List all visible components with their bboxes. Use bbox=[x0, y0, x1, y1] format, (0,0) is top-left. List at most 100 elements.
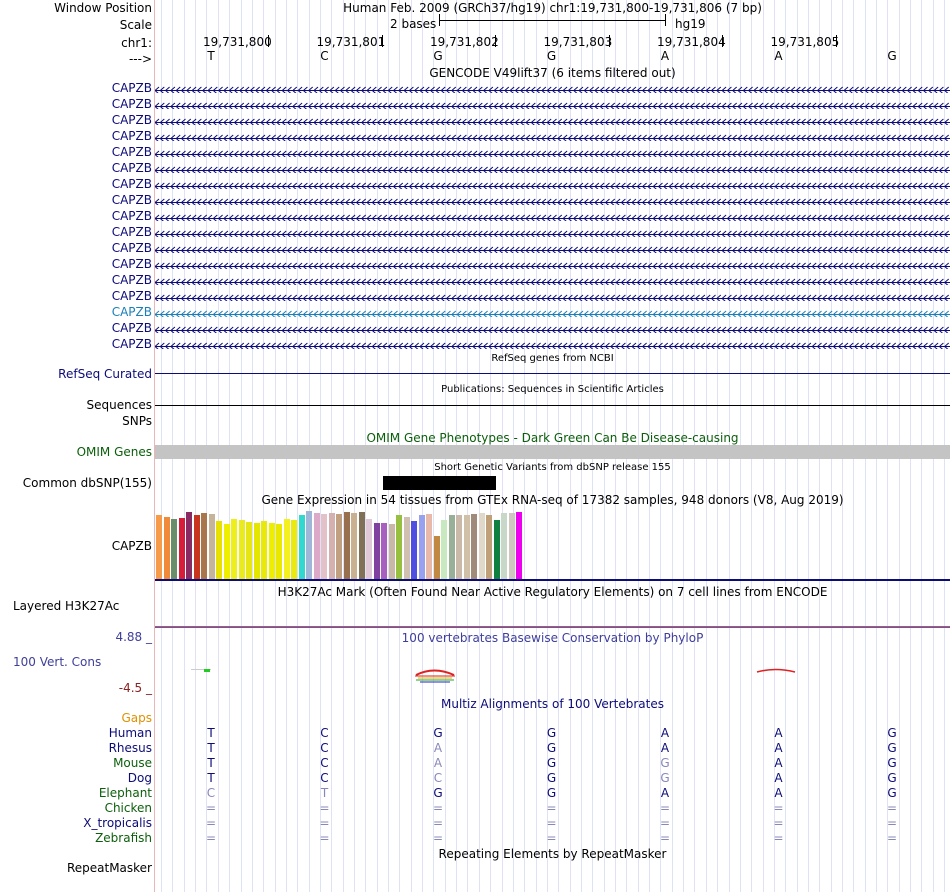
gtex-tissue-bar[interactable] bbox=[208, 514, 215, 579]
gtex-tissue-bar[interactable] bbox=[223, 524, 230, 579]
gencode-gene-label[interactable]: CAPZB bbox=[111, 81, 152, 95]
gencode-gene-line[interactable] bbox=[155, 228, 950, 237]
gtex-tissue-bar[interactable] bbox=[156, 515, 162, 579]
gtex-tissue-bar[interactable] bbox=[306, 511, 312, 579]
gtex-tissue-bar[interactable] bbox=[268, 523, 275, 579]
gencode-gene-line[interactable] bbox=[155, 100, 950, 109]
gencode-gene-line[interactable] bbox=[155, 260, 950, 269]
gtex-tissue-bar[interactable] bbox=[261, 521, 267, 579]
gencode-gene-label[interactable]: CAPZB bbox=[111, 321, 152, 335]
gencode-gene-line[interactable] bbox=[155, 308, 950, 317]
gtex-tissue-bar[interactable] bbox=[291, 520, 297, 579]
gtex-tissue-bar[interactable] bbox=[501, 513, 507, 579]
publications-line[interactable] bbox=[155, 405, 950, 406]
gtex-tissue-bar[interactable] bbox=[163, 517, 170, 579]
gtex-tissue-bar[interactable] bbox=[508, 513, 515, 579]
gtex-tissue-bar[interactable] bbox=[231, 519, 237, 579]
gtex-tissue-bar[interactable] bbox=[253, 523, 260, 579]
gencode-gene-label[interactable]: CAPZB bbox=[111, 177, 152, 191]
omim-track-label[interactable]: OMIM Genes bbox=[76, 445, 152, 459]
gtex-tissue-bar[interactable] bbox=[366, 519, 372, 579]
gtex-tissue-bar[interactable] bbox=[373, 523, 380, 579]
gtex-tissue-bar[interactable] bbox=[448, 515, 455, 579]
sequences-track-label[interactable]: Sequences bbox=[86, 398, 152, 412]
gtex-tissue-bar[interactable] bbox=[313, 513, 320, 579]
gtex-tissue-bar[interactable] bbox=[298, 515, 305, 579]
gtex-tissue-bar[interactable] bbox=[351, 513, 357, 579]
gtex-tissue-bar[interactable] bbox=[328, 513, 335, 579]
gtex-tissue-bar[interactable] bbox=[216, 521, 222, 579]
gtex-tissue-bar[interactable] bbox=[456, 515, 462, 579]
repeatmasker-track-label[interactable]: RepeatMasker bbox=[66, 861, 152, 875]
gtex-tissue-bar[interactable] bbox=[441, 520, 447, 579]
gtex-tissue-bar[interactable] bbox=[358, 512, 365, 579]
gtex-tissue-bar[interactable] bbox=[478, 513, 485, 579]
gencode-gene-line[interactable] bbox=[155, 164, 950, 173]
gencode-gene-line[interactable] bbox=[155, 116, 950, 125]
species-label[interactable]: X_tropicalis bbox=[83, 816, 152, 830]
gtex-tissue-bar[interactable] bbox=[201, 513, 207, 579]
gencode-gene-line[interactable] bbox=[155, 324, 950, 333]
species-label[interactable]: Human bbox=[108, 726, 152, 740]
gtex-tissue-bar[interactable] bbox=[171, 519, 177, 579]
gtex-gene-label[interactable]: CAPZB bbox=[111, 539, 152, 553]
gencode-gene-line[interactable] bbox=[155, 180, 950, 189]
gtex-tissue-bar[interactable] bbox=[403, 517, 410, 579]
gtex-tissue-bar[interactable] bbox=[463, 515, 470, 579]
gtex-tissue-bar[interactable] bbox=[471, 514, 477, 579]
gencode-gene-label[interactable]: CAPZB bbox=[111, 225, 152, 239]
gencode-gene-label[interactable]: CAPZB bbox=[111, 145, 152, 159]
gtex-tissue-bar[interactable] bbox=[336, 514, 342, 579]
gencode-gene-line[interactable] bbox=[155, 340, 950, 349]
species-label[interactable]: Dog bbox=[127, 771, 152, 785]
omim-gene-bar[interactable] bbox=[155, 445, 950, 459]
gtex-tissue-bar[interactable] bbox=[238, 520, 245, 579]
dbsnp-track-label[interactable]: Common dbSNP(155) bbox=[22, 476, 152, 490]
gtex-tissue-bar[interactable] bbox=[276, 524, 282, 579]
gtex-tissue-bar[interactable] bbox=[516, 512, 522, 579]
dbsnp-variant-block[interactable] bbox=[383, 476, 496, 490]
gencode-gene-label[interactable]: CAPZB bbox=[111, 257, 152, 271]
gencode-gene-line[interactable] bbox=[155, 292, 950, 301]
gtex-expression-bars[interactable] bbox=[155, 510, 950, 579]
gencode-gene-label[interactable]: CAPZB bbox=[111, 193, 152, 207]
gencode-gene-label[interactable]: CAPZB bbox=[111, 241, 152, 255]
h3k27ac-track-label[interactable]: Layered H3K27Ac bbox=[13, 599, 120, 613]
gencode-gene-line[interactable] bbox=[155, 84, 950, 93]
gencode-gene-label[interactable]: CAPZB bbox=[111, 305, 152, 319]
gencode-gene-line[interactable] bbox=[155, 244, 950, 253]
species-label[interactable]: Elephant bbox=[98, 786, 152, 800]
gencode-gene-label[interactable]: CAPZB bbox=[111, 273, 152, 287]
refseq-gene-line[interactable] bbox=[155, 373, 950, 374]
browser-track-area[interactable]: Human Feb. 2009 (GRCh37/hg19) chr1:19,73… bbox=[155, 0, 950, 892]
species-label[interactable]: Mouse bbox=[113, 756, 152, 770]
gtex-tissue-bar[interactable] bbox=[246, 522, 252, 579]
gtex-tissue-bar[interactable] bbox=[433, 536, 440, 579]
gencode-gene-line[interactable] bbox=[155, 148, 950, 157]
gencode-gene-line[interactable] bbox=[155, 196, 950, 205]
gtex-tissue-bar[interactable] bbox=[283, 519, 290, 579]
gencode-gene-line[interactable] bbox=[155, 276, 950, 285]
gencode-gene-line[interactable] bbox=[155, 212, 950, 221]
gtex-tissue-bar[interactable] bbox=[343, 512, 350, 579]
gtex-tissue-bar[interactable] bbox=[411, 521, 417, 579]
gtex-tissue-bar[interactable] bbox=[321, 514, 327, 579]
gtex-tissue-bar[interactable] bbox=[381, 523, 387, 579]
gencode-gene-label[interactable]: CAPZB bbox=[111, 129, 152, 143]
refseq-track-label[interactable]: RefSeq Curated bbox=[58, 367, 152, 381]
gtex-tissue-bar[interactable] bbox=[193, 515, 200, 579]
gencode-gene-label[interactable]: CAPZB bbox=[111, 337, 152, 351]
species-label[interactable]: Rhesus bbox=[108, 741, 152, 755]
gencode-gene-line[interactable] bbox=[155, 132, 950, 141]
phylop-track-label[interactable]: 100 Vert. Cons bbox=[13, 655, 102, 669]
gtex-tissue-bar[interactable] bbox=[388, 524, 395, 579]
species-label[interactable]: Zebrafish bbox=[95, 831, 152, 845]
gtex-tissue-bar[interactable] bbox=[178, 518, 185, 579]
gencode-gene-label[interactable]: CAPZB bbox=[111, 97, 152, 111]
gtex-tissue-bar[interactable] bbox=[418, 515, 425, 579]
gtex-tissue-bar[interactable] bbox=[426, 514, 432, 579]
gtex-tissue-bar[interactable] bbox=[186, 512, 192, 579]
gtex-tissue-bar[interactable] bbox=[493, 520, 500, 579]
snps-track-label[interactable]: SNPs bbox=[122, 414, 152, 428]
gencode-gene-label[interactable]: CAPZB bbox=[111, 113, 152, 127]
